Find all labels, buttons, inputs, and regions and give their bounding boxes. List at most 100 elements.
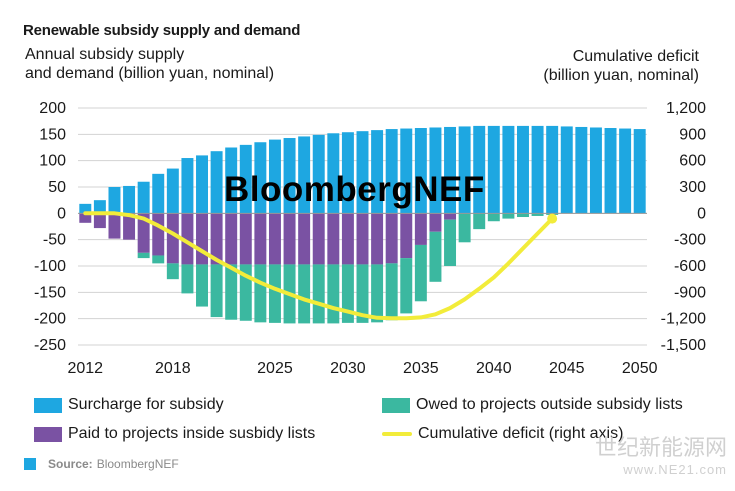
bar-surcharge <box>79 203 92 214</box>
bar-surcharge <box>283 138 296 214</box>
corner-watermark-url: www.NE21.com <box>623 462 727 477</box>
bar-paid <box>414 213 427 245</box>
legend-label-deficit: Cumulative deficit (right axis) <box>418 425 624 442</box>
bar-surcharge <box>137 181 150 214</box>
x-tick-label: 2018 <box>155 360 191 377</box>
bar-owed <box>298 264 311 324</box>
y-left-tick-label: 150 <box>39 126 66 143</box>
bar-paid <box>385 213 398 264</box>
y-left-tick-label: 50 <box>48 179 66 196</box>
bar-owed <box>137 252 150 259</box>
bar-paid <box>312 213 325 265</box>
bar-surcharge <box>356 131 369 214</box>
bar-owed <box>312 264 325 324</box>
bar-surcharge <box>327 133 340 214</box>
corner-watermark-name: 世纪新能源网 <box>594 435 727 460</box>
bar-paid <box>356 213 369 265</box>
bar-surcharge <box>575 126 588 214</box>
bar-surcharge <box>123 185 136 214</box>
y-right-tick-label: -300 <box>674 232 706 249</box>
left-axis-title-line-2: and demand (billion yuan, nominal) <box>25 65 275 82</box>
bar-owed <box>181 264 194 294</box>
bar-surcharge <box>254 142 267 214</box>
bar-owed <box>210 264 223 318</box>
bar-paid <box>108 213 121 239</box>
bar-surcharge <box>210 151 223 214</box>
x-tick-label: 2025 <box>257 360 293 377</box>
bar-owed <box>152 255 165 264</box>
bar-paid <box>196 213 208 265</box>
bar-owed <box>225 264 238 320</box>
legend-label-surcharge: Surcharge for subsidy <box>68 396 224 413</box>
bar-paid <box>444 213 457 220</box>
bar-paid <box>298 213 311 265</box>
left-axis-title-line-1: Annual subsidy supply <box>25 46 185 63</box>
right-axis-title-line-2: (billion yuan, nominal) <box>543 67 699 84</box>
bar-paid <box>93 213 106 229</box>
legend-item-surcharge: Surcharge for subsidy <box>34 396 224 414</box>
bar-surcharge <box>517 125 529 214</box>
bar-owed <box>341 264 354 323</box>
source-note: Source: BloombergNEF <box>24 457 179 471</box>
bar-paid <box>371 213 384 265</box>
bar-paid <box>123 213 136 240</box>
bar-paid <box>400 213 413 259</box>
bar-surcharge <box>385 129 398 214</box>
bar-paid <box>239 213 252 265</box>
bar-surcharge <box>429 127 442 214</box>
bar-paid <box>268 213 281 265</box>
bar-surcharge <box>298 136 311 214</box>
bar-surcharge <box>633 129 646 214</box>
y-right-tick-label: 900 <box>679 126 706 143</box>
bar-surcharge <box>619 128 632 214</box>
source-text: BloombergNEF <box>96 457 179 471</box>
bar-owed <box>356 264 369 323</box>
bar-owed <box>487 213 500 222</box>
bar-surcharge <box>181 158 194 214</box>
bar-surcharge <box>239 144 252 214</box>
bar-owed <box>502 213 515 219</box>
y-right-tick-label: 300 <box>679 179 706 196</box>
y-left-tick-label: 100 <box>39 153 66 170</box>
bar-surcharge <box>458 126 471 214</box>
bar-owed <box>385 263 398 321</box>
y-right-tick-label: 0 <box>697 205 706 222</box>
bar-owed <box>196 264 208 307</box>
bar-owed <box>429 231 442 282</box>
bar-owed <box>327 264 340 324</box>
bar-paid <box>152 213 165 256</box>
bar-surcharge <box>108 187 121 214</box>
bar-surcharge <box>531 125 544 214</box>
x-tick-label: 2050 <box>622 360 658 377</box>
bar-surcharge <box>312 134 325 214</box>
legend-item-owed: Owed to projects outside subsidy lists <box>382 396 683 414</box>
bar-owed <box>444 219 457 266</box>
x-tick-label: 2035 <box>403 360 439 377</box>
bar-surcharge <box>400 128 413 214</box>
deficit-line-end-marker <box>547 213 558 224</box>
legend-item-deficit: Cumulative deficit (right axis) <box>382 425 623 443</box>
y-left-tick-label: -100 <box>34 258 66 275</box>
corner-watermark: 世纪新能源网 www.NE21.com <box>595 437 727 481</box>
bar-owed <box>473 213 486 230</box>
bar-owed <box>517 213 529 218</box>
legend-swatch-surcharge <box>34 397 62 413</box>
bar-owed <box>400 258 413 314</box>
legend-label-owed: Owed to projects outside subsidy lists <box>416 396 683 413</box>
legend-swatch-paid <box>34 426 62 442</box>
y-right-tick-label: -1,200 <box>661 311 706 328</box>
bar-surcharge <box>546 125 559 214</box>
bar-surcharge <box>487 125 500 214</box>
bar-owed <box>531 213 544 216</box>
bar-surcharge <box>196 155 208 214</box>
bar-paid <box>283 213 296 265</box>
legend-swatch-deficit <box>382 432 412 436</box>
y-left-tick-label: -150 <box>34 284 66 301</box>
bar-owed <box>414 244 427 302</box>
bar-surcharge <box>93 200 106 214</box>
y-right-tick-label: 600 <box>679 153 706 170</box>
x-tick-label: 2030 <box>330 360 366 377</box>
bar-paid <box>210 213 223 265</box>
bar-surcharge <box>604 128 617 214</box>
bar-surcharge <box>560 126 573 214</box>
